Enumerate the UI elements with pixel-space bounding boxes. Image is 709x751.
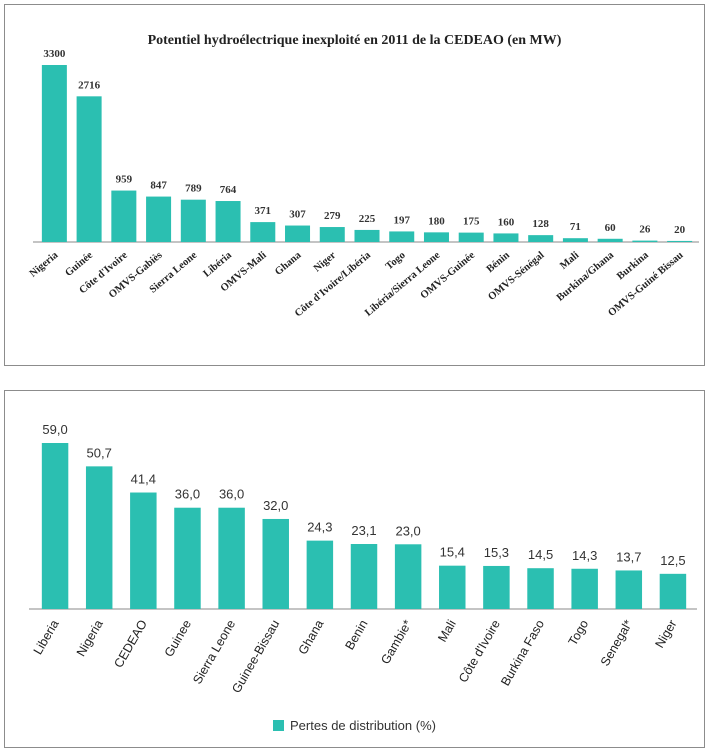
bar — [527, 568, 554, 609]
bar — [528, 235, 554, 242]
data-label: 3300 — [43, 48, 66, 60]
bar — [483, 565, 510, 609]
category-label: Togo — [384, 250, 408, 272]
data-label: 959 — [116, 174, 133, 186]
bar — [130, 492, 157, 609]
data-label: 36,0 — [219, 487, 244, 502]
bar — [174, 507, 201, 609]
data-label: 14,3 — [572, 548, 597, 563]
bar — [615, 570, 643, 609]
data-label: 180 — [428, 215, 445, 227]
data-label: 279 — [324, 210, 341, 222]
category-label: Togo — [566, 617, 592, 648]
category-label: Libéria — [201, 249, 234, 279]
bar — [250, 222, 276, 242]
data-label: 20 — [674, 224, 686, 236]
bar — [180, 199, 206, 242]
data-label: 764 — [220, 184, 237, 196]
bar — [306, 540, 334, 609]
category-label: Sierra Leone — [190, 617, 238, 686]
bar — [458, 232, 484, 242]
data-label: 71 — [570, 221, 581, 233]
data-label: 12,5 — [660, 553, 685, 568]
category-label: Ghana — [273, 249, 304, 277]
data-label: 789 — [185, 183, 202, 195]
data-label: 23,0 — [395, 523, 420, 538]
distribution-losses-chart-svg: 59,0 Liberia 50,7 Nigeria 41,4 CEDEAO 36,0 Guin… — [29, 422, 697, 696]
bar — [423, 232, 449, 242]
bar — [562, 238, 588, 242]
category-label: Senegal* — [598, 617, 636, 668]
bar — [146, 196, 172, 242]
bar — [215, 201, 241, 242]
bar — [350, 544, 378, 609]
category-label: Mali — [558, 250, 581, 272]
bar — [439, 565, 466, 609]
chart-title: Potentiel hydroélectrique inexploité en … — [147, 33, 562, 48]
bar — [389, 231, 415, 242]
bar — [632, 240, 658, 242]
data-label: 14,5 — [528, 547, 553, 562]
data-label: 2716 — [78, 79, 101, 91]
data-label: 225 — [359, 213, 376, 225]
bar — [493, 233, 519, 242]
category-label: Burkina Faso — [498, 617, 547, 688]
data-label: 36,0 — [175, 487, 200, 502]
data-label: 41,4 — [131, 472, 156, 487]
distribution-losses-chart-panel: 59,0 Liberia 50,7 Nigeria 41,4 CEDEAO 36,0 Guin… — [4, 390, 705, 748]
category-label: Gambie* — [378, 617, 415, 666]
bar — [285, 225, 311, 242]
data-label: 26 — [639, 224, 651, 236]
data-label: 32,0 — [263, 498, 288, 513]
data-label: 13,7 — [616, 549, 641, 564]
bar — [41, 443, 69, 609]
bar — [218, 507, 245, 609]
data-label: 307 — [289, 209, 306, 221]
bar — [85, 466, 113, 609]
category-label: Côte d'Ivoire — [456, 617, 503, 684]
legend-swatch — [273, 720, 285, 731]
category-label: Guinee-Bissau — [229, 617, 282, 695]
data-label: 50,7 — [87, 445, 112, 460]
category-label: Bénin — [485, 250, 512, 275]
data-label: 197 — [393, 214, 410, 226]
chart-legend: Pertes de distribution (%) — [5, 718, 704, 733]
category-label: Niger — [312, 250, 339, 275]
bar — [111, 190, 137, 242]
data-label: 128 — [532, 218, 549, 230]
category-label: Niger — [652, 618, 679, 651]
category-label: Nigeria — [28, 249, 61, 279]
bar — [41, 65, 67, 242]
data-label: 60 — [605, 222, 617, 234]
legend-label: Pertes de distribution (%) — [290, 718, 436, 733]
data-label: 15,3 — [484, 545, 509, 560]
data-label: 15,4 — [440, 545, 465, 560]
bar — [394, 544, 422, 609]
data-label: 175 — [463, 216, 480, 228]
data-label: 24,3 — [307, 520, 332, 535]
hydro-chart-panel: Potentiel hydroélectrique inexploité en … — [4, 4, 705, 366]
data-label: 847 — [150, 180, 167, 192]
bar — [597, 238, 623, 242]
bar — [76, 96, 102, 242]
bar — [667, 240, 693, 242]
data-label: 59,0 — [42, 422, 67, 437]
bar — [571, 568, 598, 609]
category-label: Nigeria — [74, 617, 106, 658]
category-label: Benin — [342, 617, 370, 652]
bar — [319, 227, 345, 242]
bar — [262, 518, 289, 609]
category-label: Ghana — [296, 617, 327, 657]
category-label: Guinée — [63, 250, 95, 279]
category-label: Liberia — [31, 617, 62, 657]
bar — [659, 573, 687, 609]
category-label: Guinee — [162, 617, 194, 659]
data-label: 371 — [255, 205, 272, 217]
category-label: Mali — [435, 618, 459, 645]
data-label: 23,1 — [351, 523, 376, 538]
bar — [354, 229, 380, 242]
category-label: CEDEAO — [111, 617, 150, 670]
data-label: 160 — [498, 216, 515, 228]
